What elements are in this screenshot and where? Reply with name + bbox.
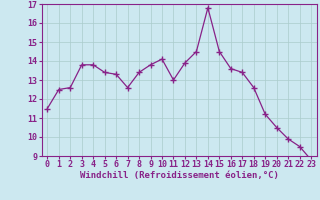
X-axis label: Windchill (Refroidissement éolien,°C): Windchill (Refroidissement éolien,°C)	[80, 171, 279, 180]
